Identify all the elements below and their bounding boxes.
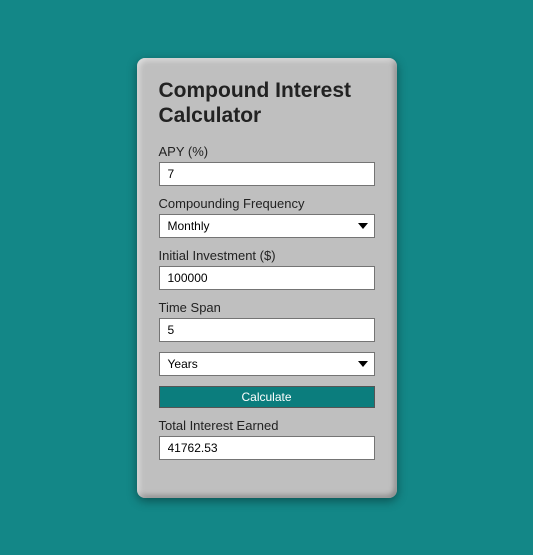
unit-selected: Years [168,357,198,371]
frequency-label: Compounding Frequency [159,196,375,211]
frequency-select[interactable]: Monthly [159,214,375,238]
calculate-button-label: Calculate [241,390,291,404]
chevron-down-icon [358,223,368,229]
initial-input[interactable] [159,266,375,290]
calculate-button[interactable]: Calculate [159,386,375,408]
timespan-label: Time Span [159,300,375,315]
initial-field: Initial Investment ($) [159,248,375,290]
result-field: Total Interest Earned [159,418,375,460]
frequency-selected: Monthly [168,219,210,233]
frequency-field: Compounding Frequency Monthly [159,196,375,238]
chevron-down-icon [358,361,368,367]
result-label: Total Interest Earned [159,418,375,433]
unit-select[interactable]: Years [159,352,375,376]
unit-field: Years [159,352,375,376]
page-title: Compound Interest Calculator [159,78,375,128]
initial-label: Initial Investment ($) [159,248,375,263]
timespan-input[interactable] [159,318,375,342]
timespan-field: Time Span [159,300,375,342]
apy-field: APY (%) [159,144,375,186]
result-output[interactable] [159,436,375,460]
calculator-card: Compound Interest Calculator APY (%) Com… [137,58,397,498]
apy-label: APY (%) [159,144,375,159]
apy-input[interactable] [159,162,375,186]
